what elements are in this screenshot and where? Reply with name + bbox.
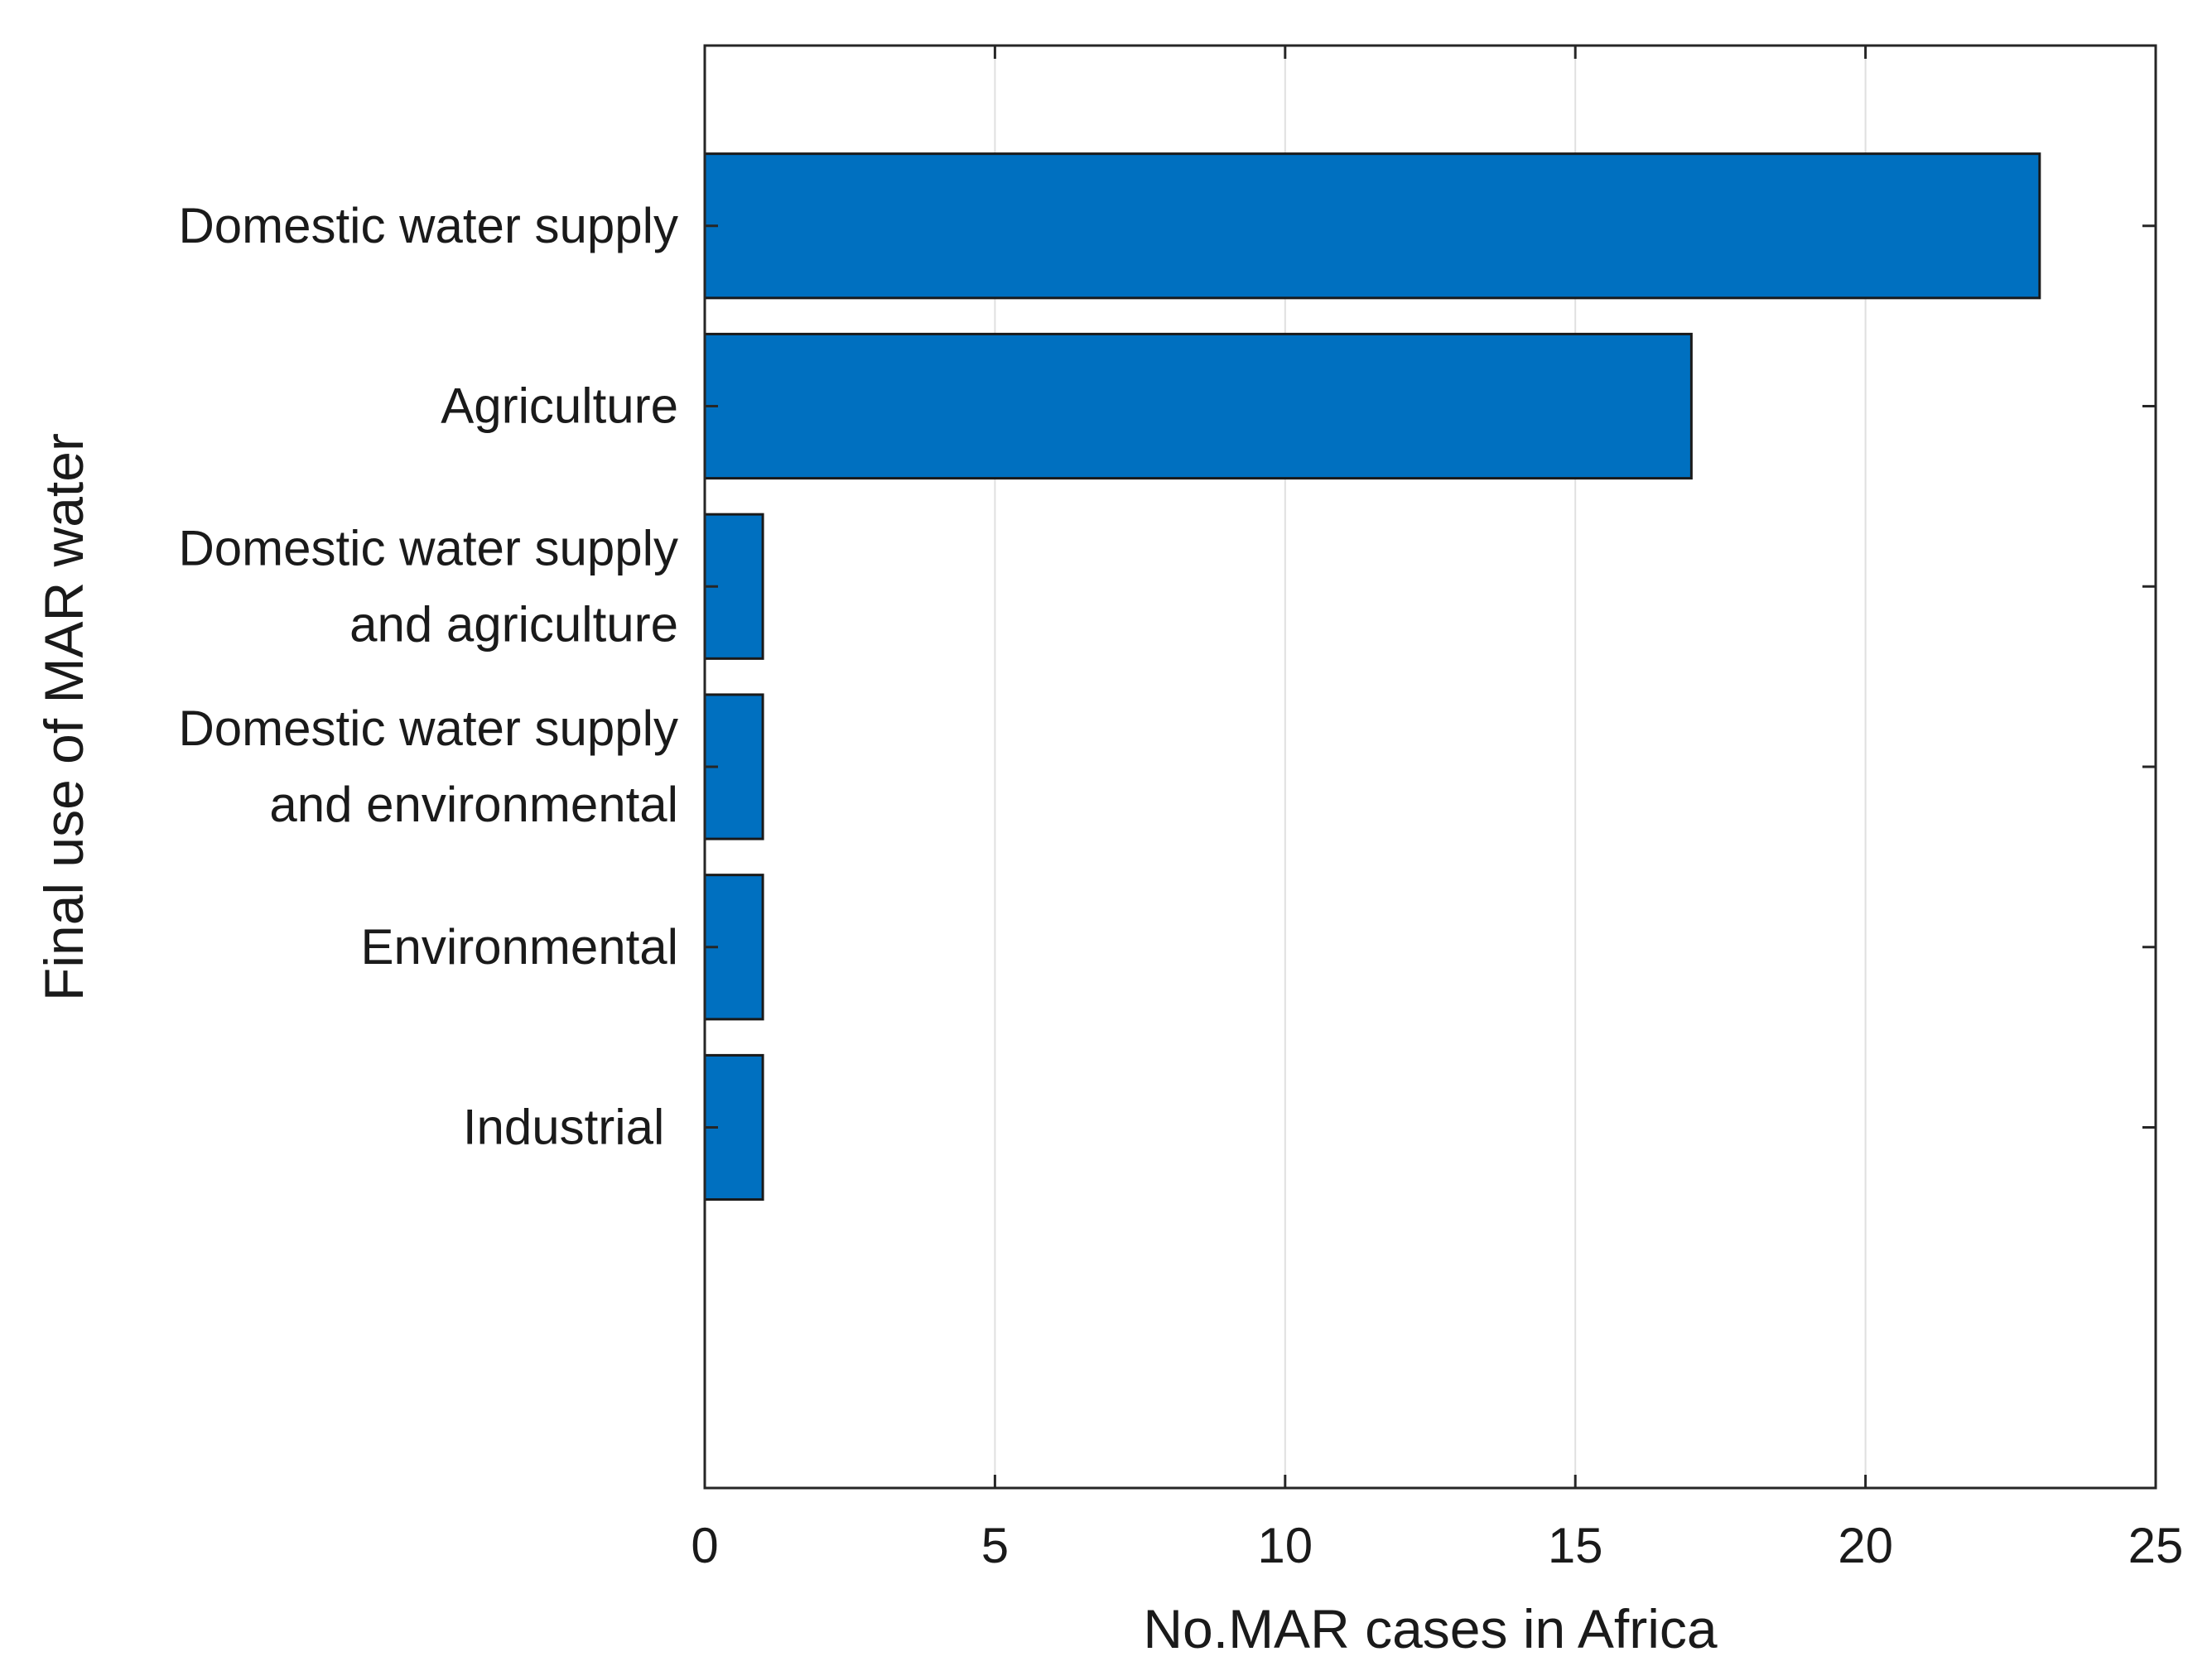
category-label: Industrial (463, 1100, 678, 1155)
bar (703, 152, 2041, 300)
category-label: Agriculture (441, 378, 678, 434)
x-tick-label: 25 (2128, 1518, 2184, 1573)
x-axis-label: No.MAR cases in Africa (1143, 1598, 1718, 1659)
category-label: Domestic water supply (178, 520, 678, 575)
category-labels: Domestic water supply Agriculture Domestic… (178, 198, 678, 1155)
x-tick-label: 0 (691, 1518, 718, 1573)
bar-layer (703, 152, 2041, 1201)
x-tick-label: 20 (1838, 1518, 1893, 1573)
x-tick-label: 15 (1548, 1518, 1603, 1573)
x-tick-label: 10 (1257, 1518, 1313, 1573)
x-tick-labels: 0 5 10 15 20 25 (691, 1518, 2183, 1573)
x-tick-label: 5 (981, 1518, 1009, 1573)
bar (703, 332, 1693, 480)
category-label: and environmental (256, 777, 678, 832)
tick-mark-layer (703, 46, 2157, 1488)
y-axis-label: Final use of MAR water (33, 433, 94, 1001)
category-label: Environmental (360, 919, 678, 975)
category-label: and agriculture (335, 596, 678, 652)
category-label: Domestic water supply (178, 701, 678, 756)
category-label: Domestic water supply (178, 198, 678, 253)
